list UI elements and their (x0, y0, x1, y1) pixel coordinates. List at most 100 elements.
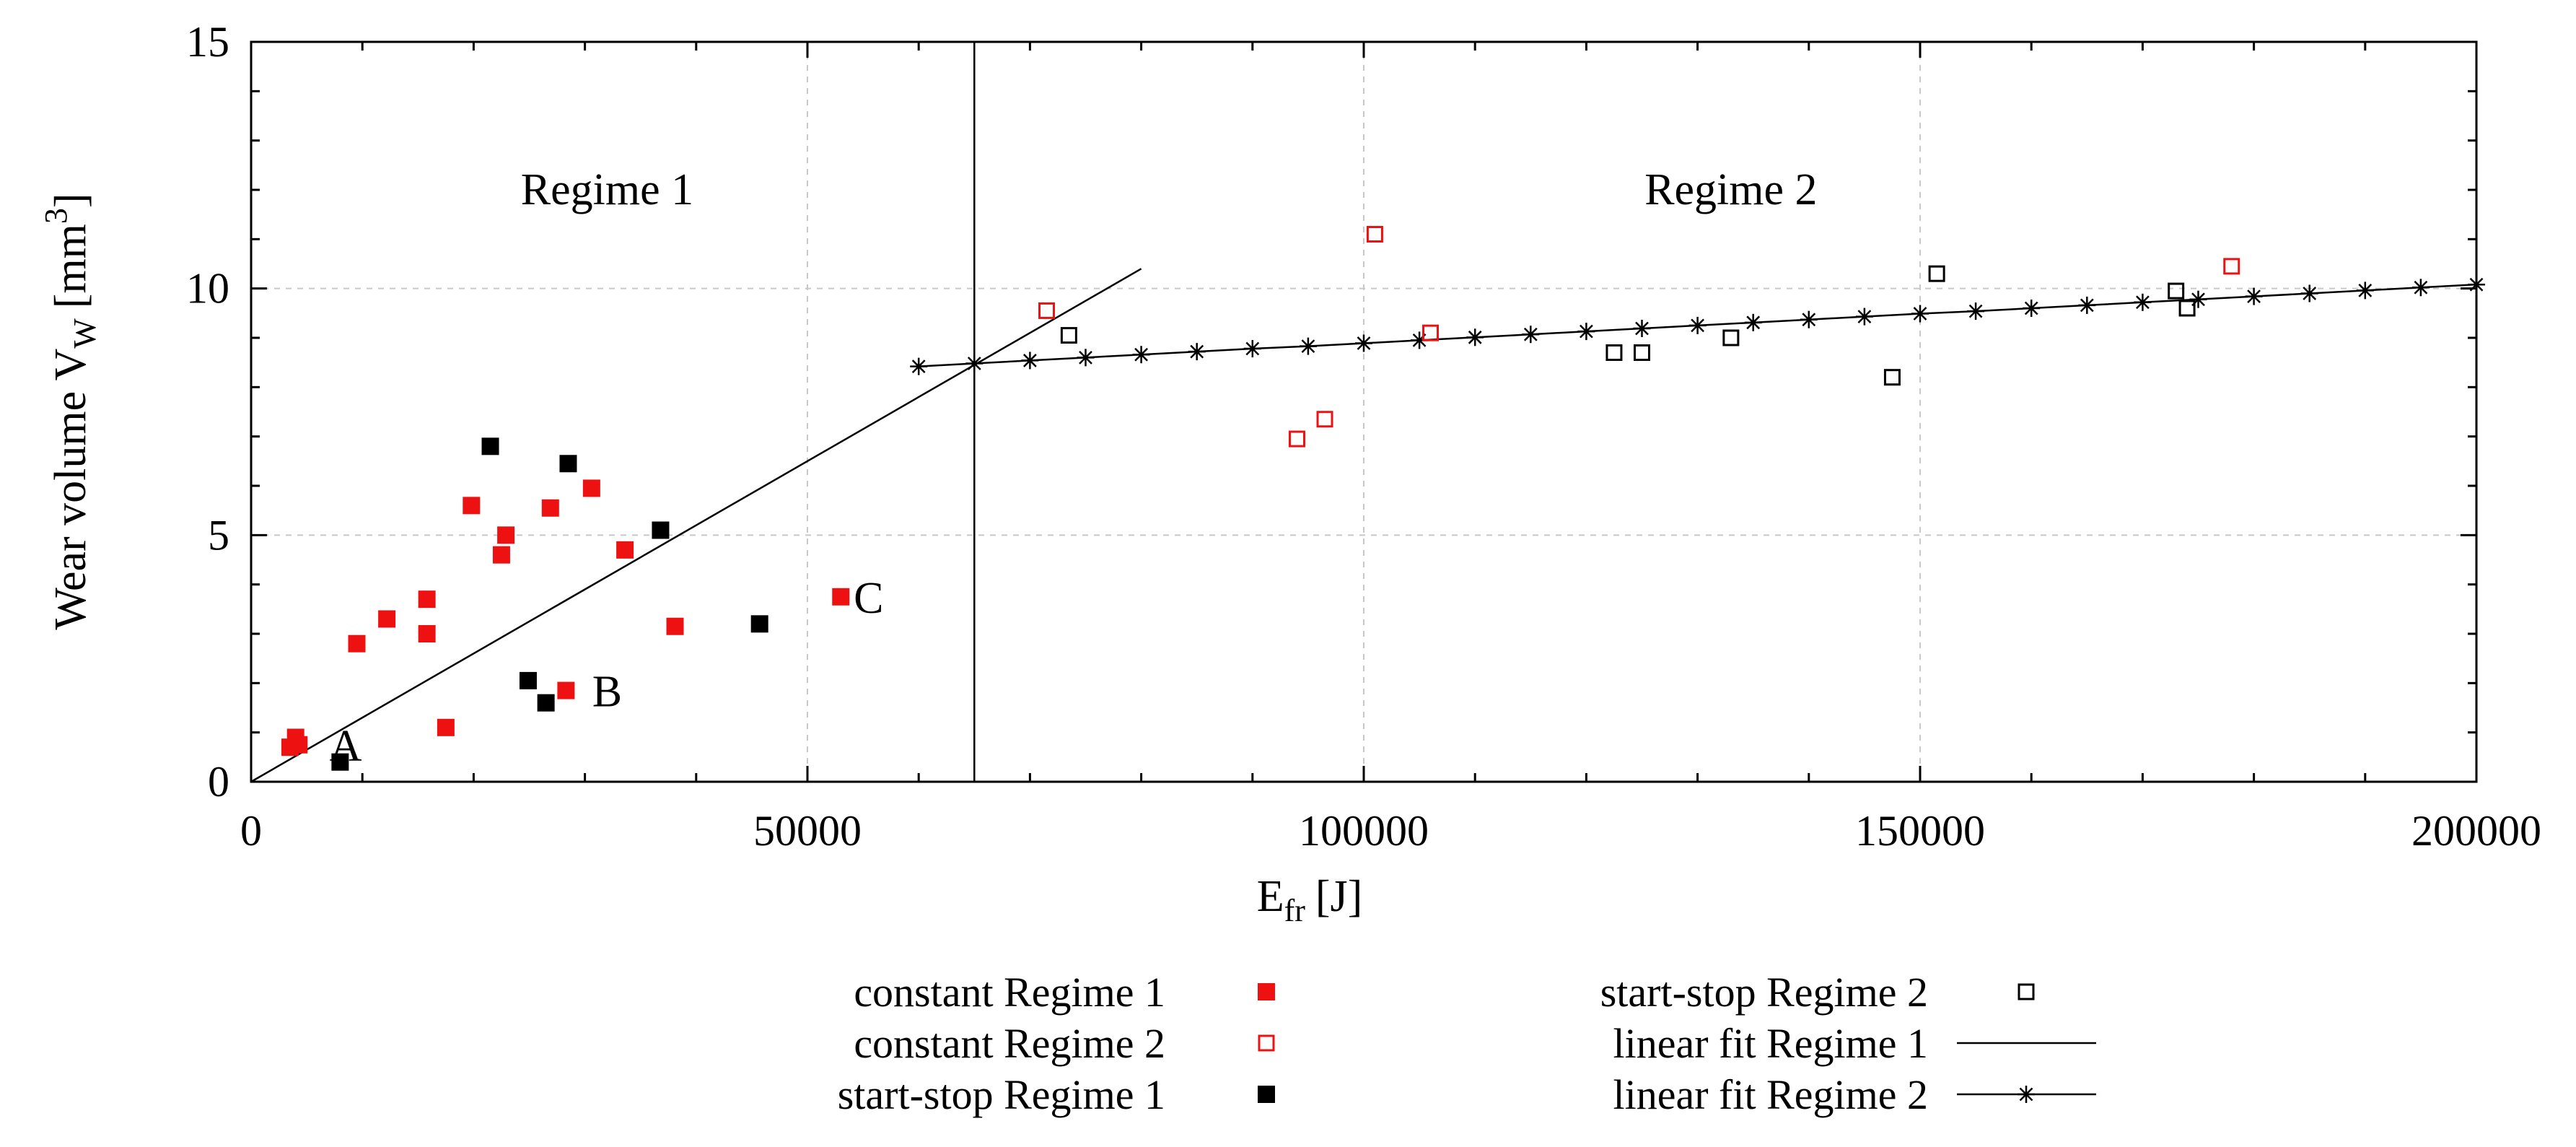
star-stroke (1301, 339, 1315, 354)
constant-regime-1-point (666, 617, 684, 635)
constant-regime-1-point (418, 625, 436, 642)
fit-point (1021, 352, 1039, 370)
y-axis-title-sub: W (67, 318, 102, 349)
grid-lines (251, 42, 2476, 782)
constant-regime-1-point (418, 590, 436, 609)
constant-regime-2-point (2223, 258, 2240, 275)
fit-point (1077, 349, 1095, 367)
legend-item-label: start-stop Regime 1 (838, 1071, 1165, 1118)
fit-point (1967, 302, 1985, 320)
star-stroke (1245, 341, 1260, 356)
fit-point (2189, 290, 2207, 308)
legend-item: constant Regime 2 (854, 1020, 1275, 1067)
legend-swatch-marker (1258, 1086, 1275, 1103)
y-tick-label: 15 (186, 18, 229, 66)
fit-point (1355, 334, 1372, 352)
regime-label: Regime 1 (521, 165, 693, 214)
legend-item-label: linear fit Regime 1 (1613, 1020, 1928, 1067)
legend-swatch-marker (1258, 983, 1275, 1000)
fit-point (1522, 326, 1540, 344)
fit-point (1744, 313, 1762, 331)
x-tick-label: 100000 (1299, 807, 1429, 855)
constant-regime-1-point (463, 497, 481, 515)
x-tick-label: 50000 (753, 807, 862, 855)
star-stroke (1968, 304, 1983, 318)
fit-point (910, 357, 928, 375)
star-stroke (1746, 315, 1761, 330)
constant-regime-1-point (492, 546, 510, 564)
legend-swatch-marker (1258, 1034, 1275, 1052)
star-stroke (1357, 336, 1371, 350)
x-axis-title-sub: fr (1284, 893, 1306, 928)
star-stroke (2303, 287, 2317, 300)
linear-fit-regime-1-line (250, 268, 1142, 783)
fit-point (1688, 316, 1707, 334)
star-stroke (1134, 347, 1148, 362)
fit-point (1633, 320, 1651, 338)
star-stroke (1190, 344, 1204, 359)
star-stroke (1580, 324, 1593, 339)
constant-regime-2-point (1038, 302, 1056, 319)
star-stroke (967, 357, 981, 370)
legend-item-label: constant Regime 2 (854, 1020, 1165, 1067)
star-stroke (1468, 330, 1482, 344)
constant-regime-1-point (832, 588, 850, 606)
y-axis-title-unit: [mm (46, 224, 95, 308)
fit-point (1243, 340, 1261, 358)
star-stroke (2414, 280, 2428, 295)
constant-regime-1-point (437, 718, 455, 736)
start-stop-regime-1-point (519, 671, 537, 689)
start-stop-regime-1-point (537, 694, 555, 712)
start-stop-regime-1-point (481, 437, 499, 455)
regime-label: Regime 2 (1644, 165, 1817, 214)
fit-lines (250, 268, 2485, 783)
fit-point (2300, 284, 2318, 302)
x-axis-title: Efr [J] (1257, 872, 1363, 928)
y-tick-label: 10 (186, 265, 229, 313)
fit-point (1188, 343, 1206, 361)
x-axis-title-main: E (1257, 872, 1284, 921)
constant-regime-1-point (497, 526, 515, 544)
start-stop-regime-2-point (1634, 344, 1650, 361)
start-stop-regime-2-point (1928, 265, 1945, 282)
point-annotations: A B C (330, 574, 884, 771)
y-axis-title: Wear volume VW [mm3] (38, 193, 102, 629)
constant-regime-1-point (616, 541, 634, 559)
x-tick-label: 0 (240, 807, 262, 855)
point-annotation: B (592, 668, 622, 717)
fit-point (2134, 293, 2152, 311)
legend-swatch-marker (2018, 983, 2035, 1000)
star-stroke (1523, 327, 1538, 341)
star-stroke (1857, 310, 1872, 324)
regime-layer: Regime 1 Regime 2 (521, 42, 1818, 782)
start-stop-regime-1-point (559, 455, 577, 473)
fit-point (1855, 308, 1873, 326)
data-points (281, 226, 2240, 771)
fit-point (1132, 346, 1150, 364)
star-stroke (1691, 318, 1704, 333)
start-stop-regime-2-point (1605, 344, 1623, 361)
fit-point (2411, 279, 2430, 297)
fit-point (2356, 282, 2374, 300)
fit-point (965, 354, 983, 372)
star-stroke (2358, 284, 2373, 297)
start-stop-regime-1-point (750, 615, 768, 633)
constant-regime-2-point (1288, 430, 1305, 448)
star-stroke (2247, 289, 2261, 303)
y-axis-title-main: Wear volume V (46, 348, 95, 629)
legend-item: start-stop Regime 1 (838, 1071, 1275, 1118)
constant-regime-2-point (1366, 226, 1383, 243)
x-tick-label: 150000 (1855, 807, 1985, 855)
constant-regime-2-point (1422, 324, 1440, 341)
start-stop-regime-1-point (331, 753, 349, 771)
legend-item-label: start-stop Regime 2 (1600, 969, 1928, 1016)
star-stroke (911, 359, 926, 374)
plot-frame (250, 40, 2478, 783)
star-stroke (2080, 298, 2094, 313)
fit-point (1466, 328, 1484, 346)
point-annotation: C (854, 574, 883, 623)
fit-point (1911, 305, 1929, 323)
star-stroke (2136, 295, 2150, 310)
y-axis-title-unit-sup: 3 (38, 208, 74, 224)
